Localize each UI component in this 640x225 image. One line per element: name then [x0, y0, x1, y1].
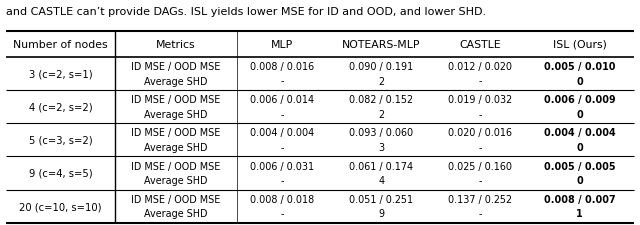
- Text: -: -: [479, 109, 482, 119]
- Text: -: -: [479, 209, 482, 218]
- Text: 0.008 / 0.007: 0.008 / 0.007: [544, 194, 615, 204]
- Text: Average SHD: Average SHD: [144, 109, 207, 119]
- Text: 9: 9: [378, 209, 384, 218]
- Text: 0: 0: [576, 76, 583, 86]
- Text: 0.090 / 0.191: 0.090 / 0.191: [349, 62, 413, 72]
- Text: Number of nodes: Number of nodes: [13, 39, 108, 50]
- Text: 0.008 / 0.016: 0.008 / 0.016: [250, 62, 314, 72]
- Text: 0.061 / 0.174: 0.061 / 0.174: [349, 161, 413, 171]
- Text: 0.082 / 0.152: 0.082 / 0.152: [349, 95, 413, 105]
- Text: 0.006 / 0.009: 0.006 / 0.009: [544, 95, 615, 105]
- Text: ID MSE / OOD MSE: ID MSE / OOD MSE: [131, 161, 220, 171]
- Text: 2: 2: [378, 76, 384, 86]
- Text: 3 (c=2, s=1): 3 (c=2, s=1): [29, 69, 92, 79]
- Text: 9 (c=4, s=5): 9 (c=4, s=5): [29, 168, 92, 178]
- Text: 0.004 / 0.004: 0.004 / 0.004: [543, 128, 616, 138]
- Text: 0.025 / 0.160: 0.025 / 0.160: [449, 161, 513, 171]
- Text: and CASTLE can’t provide DAGs. ISL yields lower MSE for ID and OOD, and lower SH: and CASTLE can’t provide DAGs. ISL yield…: [6, 7, 486, 17]
- Text: NOTEARS-MLP: NOTEARS-MLP: [342, 39, 420, 50]
- Text: 0.006 / 0.031: 0.006 / 0.031: [250, 161, 314, 171]
- Text: 0.008 / 0.018: 0.008 / 0.018: [250, 194, 314, 204]
- Text: ID MSE / OOD MSE: ID MSE / OOD MSE: [131, 194, 220, 204]
- Text: -: -: [280, 109, 284, 119]
- Text: Average SHD: Average SHD: [144, 142, 207, 152]
- Text: 0.006 / 0.014: 0.006 / 0.014: [250, 95, 314, 105]
- Text: Average SHD: Average SHD: [144, 76, 207, 86]
- Text: 3: 3: [378, 142, 384, 152]
- Text: 5 (c=3, s=2): 5 (c=3, s=2): [29, 135, 92, 145]
- Text: Metrics: Metrics: [156, 39, 196, 50]
- Text: 0.005 / 0.005: 0.005 / 0.005: [544, 161, 615, 171]
- Text: -: -: [280, 76, 284, 86]
- Text: 0.093 / 0.060: 0.093 / 0.060: [349, 128, 413, 138]
- Text: 1: 1: [576, 209, 583, 218]
- Text: 0.005 / 0.010: 0.005 / 0.010: [544, 62, 615, 72]
- Text: ID MSE / OOD MSE: ID MSE / OOD MSE: [131, 128, 220, 138]
- Text: 0: 0: [576, 109, 583, 119]
- Text: 0.012 / 0.020: 0.012 / 0.020: [449, 62, 513, 72]
- Text: 4: 4: [378, 176, 384, 185]
- Text: ISL (Ours): ISL (Ours): [552, 39, 607, 50]
- Text: ID MSE / OOD MSE: ID MSE / OOD MSE: [131, 95, 220, 105]
- Text: 2: 2: [378, 109, 384, 119]
- Text: -: -: [280, 176, 284, 185]
- Text: 4 (c=2, s=2): 4 (c=2, s=2): [29, 102, 92, 112]
- Text: CASTLE: CASTLE: [460, 39, 501, 50]
- Text: ID MSE / OOD MSE: ID MSE / OOD MSE: [131, 62, 220, 72]
- Text: 0.051 / 0.251: 0.051 / 0.251: [349, 194, 413, 204]
- Text: Average SHD: Average SHD: [144, 209, 207, 218]
- Text: 0.137 / 0.252: 0.137 / 0.252: [449, 194, 513, 204]
- Text: MLP: MLP: [271, 39, 293, 50]
- Text: -: -: [280, 142, 284, 152]
- Text: Average SHD: Average SHD: [144, 176, 207, 185]
- Text: -: -: [280, 209, 284, 218]
- Text: -: -: [479, 142, 482, 152]
- Text: -: -: [479, 76, 482, 86]
- Text: 0: 0: [576, 142, 583, 152]
- Text: 0.020 / 0.016: 0.020 / 0.016: [449, 128, 513, 138]
- Text: 0: 0: [576, 176, 583, 185]
- Text: -: -: [479, 176, 482, 185]
- Text: 0.004 / 0.004: 0.004 / 0.004: [250, 128, 314, 138]
- Text: 0.019 / 0.032: 0.019 / 0.032: [448, 95, 513, 105]
- Text: 20 (c=10, s=10): 20 (c=10, s=10): [19, 201, 102, 211]
